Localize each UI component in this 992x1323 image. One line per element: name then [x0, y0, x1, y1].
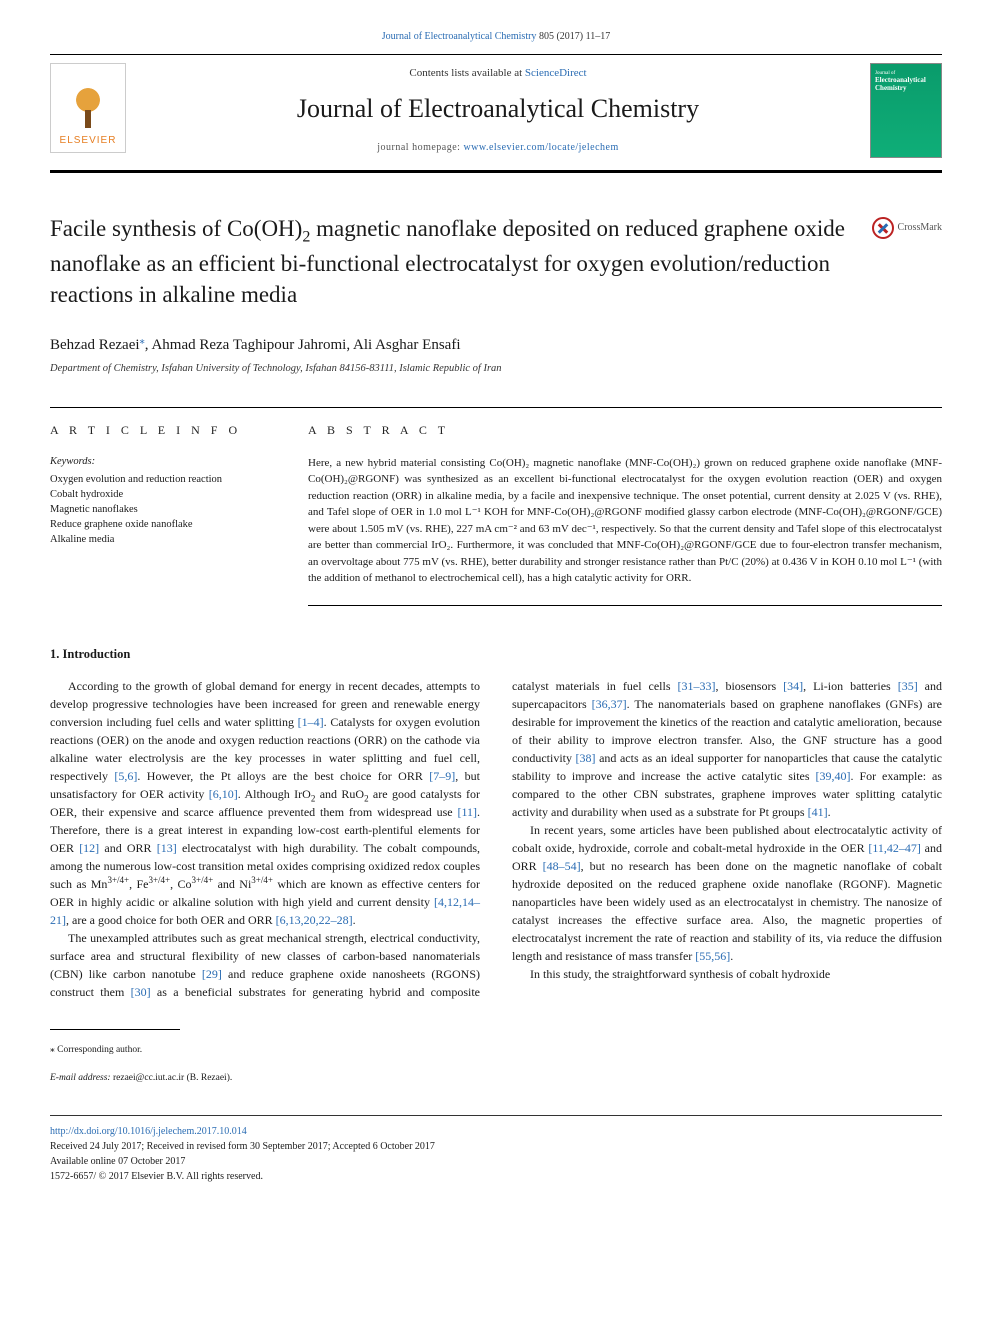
body-para: In recent years, some articles have been…	[512, 821, 942, 965]
article-info-column: A R T I C L E I N F O Keywords: Oxygen e…	[50, 407, 280, 606]
ref-link[interactable]: [7–9]	[429, 769, 455, 783]
affiliation: Department of Chemistry, Isfahan Univers…	[50, 362, 942, 377]
elsevier-word: ELSEVIER	[60, 134, 117, 148]
header-journal-link[interactable]: Journal of Electroanalytical Chemistry	[382, 31, 537, 42]
body-para: In this study, the straightforward synth…	[512, 965, 942, 983]
keyword-item: Oxygen evolution and reduction reaction	[50, 472, 280, 487]
ref-link[interactable]: [5,6]	[114, 769, 137, 783]
email-label: E-mail address:	[50, 1073, 113, 1083]
keywords-list: Oxygen evolution and reduction reactionC…	[50, 472, 280, 548]
authors: Behzad Rezaei⁎, Ahmad Reza Taghipour Jah…	[50, 334, 942, 356]
author-1: Behzad Rezaei	[50, 337, 140, 353]
ref-link[interactable]: [12]	[79, 841, 99, 855]
elsevier-logo[interactable]: ELSEVIER	[50, 63, 126, 153]
keyword-item: Cobalt hydroxide	[50, 487, 280, 502]
email-link[interactable]: rezaei@cc.iut.ac.ir	[113, 1073, 184, 1083]
article-title: Facile synthesis of Co(OH)2 magnetic nan…	[50, 213, 852, 310]
contents-available-line: Contents lists available at ScienceDirec…	[138, 66, 858, 81]
footnote-separator	[50, 1029, 180, 1030]
ref-link[interactable]: [48–54]	[543, 859, 581, 873]
ref-link[interactable]: [29]	[202, 967, 222, 981]
abstract-column: A B S T R A C T Here, a new hybrid mater…	[308, 407, 942, 606]
ref-link[interactable]: [41]	[808, 805, 828, 819]
journal-title: Journal of Electroanalytical Chemistry	[138, 91, 858, 127]
crossmark-icon	[872, 217, 894, 239]
sciencedirect-link[interactable]: ScienceDirect	[525, 67, 587, 79]
homepage-line: journal homepage: www.elsevier.com/locat…	[138, 141, 858, 155]
ref-link[interactable]: [34]	[783, 679, 803, 693]
ref-link[interactable]: [30]	[131, 985, 151, 999]
masthead: ELSEVIER Contents lists available at Sci…	[50, 54, 942, 173]
ref-link[interactable]: [6,13,20,22–28]	[276, 913, 353, 927]
received-line: Received 24 July 2017; Received in revis…	[50, 1139, 942, 1154]
keyword-item: Magnetic nanoflakes	[50, 502, 280, 517]
ref-link[interactable]: [11,42–47]	[868, 841, 921, 855]
ref-link[interactable]: [11]	[457, 805, 477, 819]
keywords-label: Keywords:	[50, 455, 280, 470]
ref-link[interactable]: [13]	[157, 841, 177, 855]
abstract-heading: A B S T R A C T	[308, 422, 942, 439]
doi-link[interactable]: http://dx.doi.org/10.1016/j.jelechem.201…	[50, 1126, 247, 1137]
keyword-item: Reduce graphene oxide nanoflake	[50, 517, 280, 532]
online-line: Available online 07 October 2017	[50, 1154, 942, 1169]
homepage-prefix: journal homepage:	[377, 142, 463, 153]
ref-link[interactable]: [31–33]	[678, 679, 716, 693]
contents-prefix: Contents lists available at	[409, 67, 524, 79]
section-1-heading: 1. Introduction	[50, 646, 942, 664]
email-line: E-mail address: rezaei@cc.iut.ac.ir (B. …	[50, 1072, 942, 1085]
ref-link[interactable]: [35]	[898, 679, 918, 693]
journal-cover-thumb[interactable]: Journal of Electroanalytical Chemistry	[870, 63, 942, 158]
crossmark-label: CrossMark	[898, 221, 942, 235]
title-pre: Facile synthesis of Co(OH)	[50, 216, 302, 241]
running-header: Journal of Electroanalytical Chemistry 8…	[50, 30, 942, 44]
body-two-column: According to the growth of global demand…	[50, 677, 942, 1001]
ref-link[interactable]: [6,10]	[209, 787, 238, 801]
crossmark-badge[interactable]: CrossMark	[872, 217, 942, 239]
copyright-line: 1572-6657/ © 2017 Elsevier B.V. All righ…	[50, 1169, 942, 1184]
ref-link[interactable]: [38]	[576, 751, 596, 765]
email-tail: (B. Rezaei).	[184, 1073, 232, 1083]
article-info-heading: A R T I C L E I N F O	[50, 422, 280, 439]
elsevier-tree-icon	[63, 80, 113, 130]
ref-link[interactable]: [4,12,14–21]	[50, 895, 480, 927]
homepage-link[interactable]: www.elsevier.com/locate/jelechem	[463, 142, 618, 153]
body-para: According to the growth of global demand…	[50, 677, 480, 929]
cover-line2: Electroanalytical Chemistry	[875, 77, 937, 92]
masthead-center: Contents lists available at ScienceDirec…	[138, 63, 858, 158]
ref-link[interactable]: [39,40]	[815, 769, 850, 783]
authors-rest: , Ahmad Reza Taghipour Jahromi, Ali Asgh…	[145, 337, 461, 353]
ref-link[interactable]: [55,56]	[695, 949, 730, 963]
corresponding-author-note: ⁎ Corresponding author.	[50, 1044, 942, 1057]
keyword-item: Alkaline media	[50, 532, 280, 547]
ref-link[interactable]: [36,37]	[592, 697, 627, 711]
ref-link[interactable]: [1–4]	[298, 715, 324, 729]
abstract-text: Here, a new hybrid material consisting C…	[308, 455, 942, 587]
footer-block: http://dx.doi.org/10.1016/j.jelechem.201…	[50, 1115, 942, 1184]
header-citation-rest: 805 (2017) 11–17	[536, 31, 610, 42]
